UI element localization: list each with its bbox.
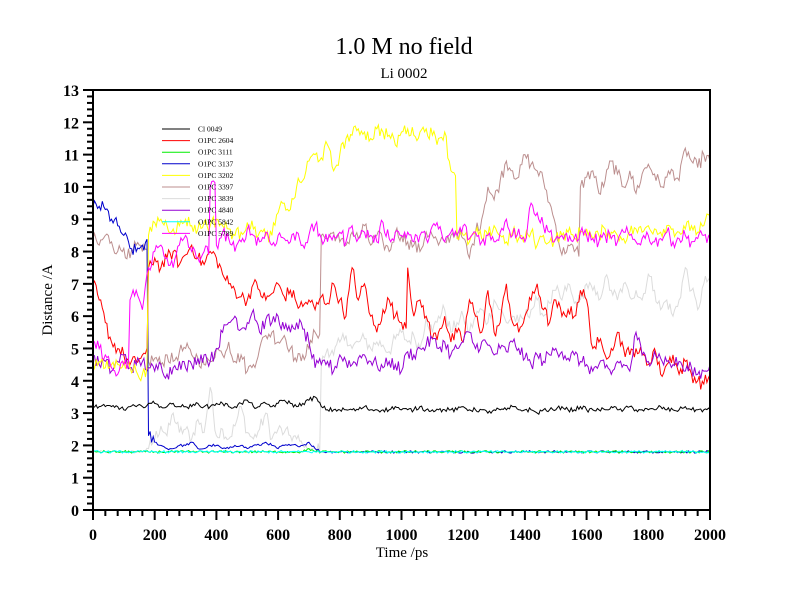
x-axis: 0 200 400 600 800 1000 1200 1400 1600 1800 2000 (89, 510, 726, 544)
y-tick-label: 11 (64, 148, 79, 165)
x-tick-label: 0 (89, 527, 97, 544)
y-tick-label: 4 (71, 374, 79, 391)
y-tick-label: 13 (63, 83, 79, 100)
y-tick-label: 6 (71, 309, 79, 326)
legend-label: O1PC 4840 (198, 206, 233, 215)
legend-label: O1PC 5842 (198, 217, 233, 226)
y-tick-label: 1 (71, 471, 79, 488)
legend-label: O1PC 5789 (198, 229, 233, 238)
legend-label: O1PC 2604 (198, 136, 233, 145)
x-tick-label: 1600 (571, 527, 603, 544)
series-line (92, 146, 711, 375)
x-tick-label: 400 (204, 527, 228, 544)
x-tick-label: 800 (328, 527, 352, 544)
y-tick-label: 12 (63, 115, 79, 132)
y-tick-label: 10 (63, 180, 79, 197)
y-tick-label: 5 (71, 341, 79, 358)
y-tick-label: 0 (71, 503, 79, 520)
series-line (92, 199, 711, 454)
x-tick-label: 200 (143, 527, 167, 544)
series-line (92, 449, 711, 454)
x-tick-label: 2000 (694, 527, 726, 544)
series-line (92, 266, 711, 454)
legend-label: O1PC 3202 (198, 171, 233, 180)
legend: Cl 0049 O1PC 2604 O1PC 3111 O1PC 3137 O1PC 3… (162, 125, 233, 238)
series-line (92, 395, 711, 415)
x-tick-label: 1200 (447, 527, 479, 544)
x-tick-label: 1800 (632, 527, 664, 544)
x-tick-label: 600 (266, 527, 290, 544)
y-tick-label: 8 (71, 245, 79, 262)
legend-label: O1PC 3111 (198, 148, 233, 157)
x-tick-label: 1000 (386, 527, 418, 544)
y-tick-label: 9 (71, 212, 79, 229)
y-tick-label: 3 (71, 406, 79, 423)
legend-label: O1PC 3137 (198, 159, 233, 168)
chart-subtitle: Li 0002 (380, 66, 427, 82)
legend-label: O1PC 3839 (198, 194, 233, 203)
x-tick-label: 1400 (509, 527, 541, 544)
series-line (92, 180, 711, 377)
x-axis-label: Time /ps (376, 545, 429, 561)
legend-label: O1PC 3397 (198, 183, 233, 192)
y-tick-label: 7 (71, 277, 79, 294)
legend-label: Cl 0049 (198, 125, 222, 134)
series-line (92, 243, 711, 390)
series-line (92, 307, 711, 380)
series-layer (92, 123, 711, 454)
chart-title: 1.0 M no field (335, 34, 472, 60)
y-tick-label: 2 (71, 438, 79, 455)
y-axis-label: Distance /A (40, 264, 56, 335)
